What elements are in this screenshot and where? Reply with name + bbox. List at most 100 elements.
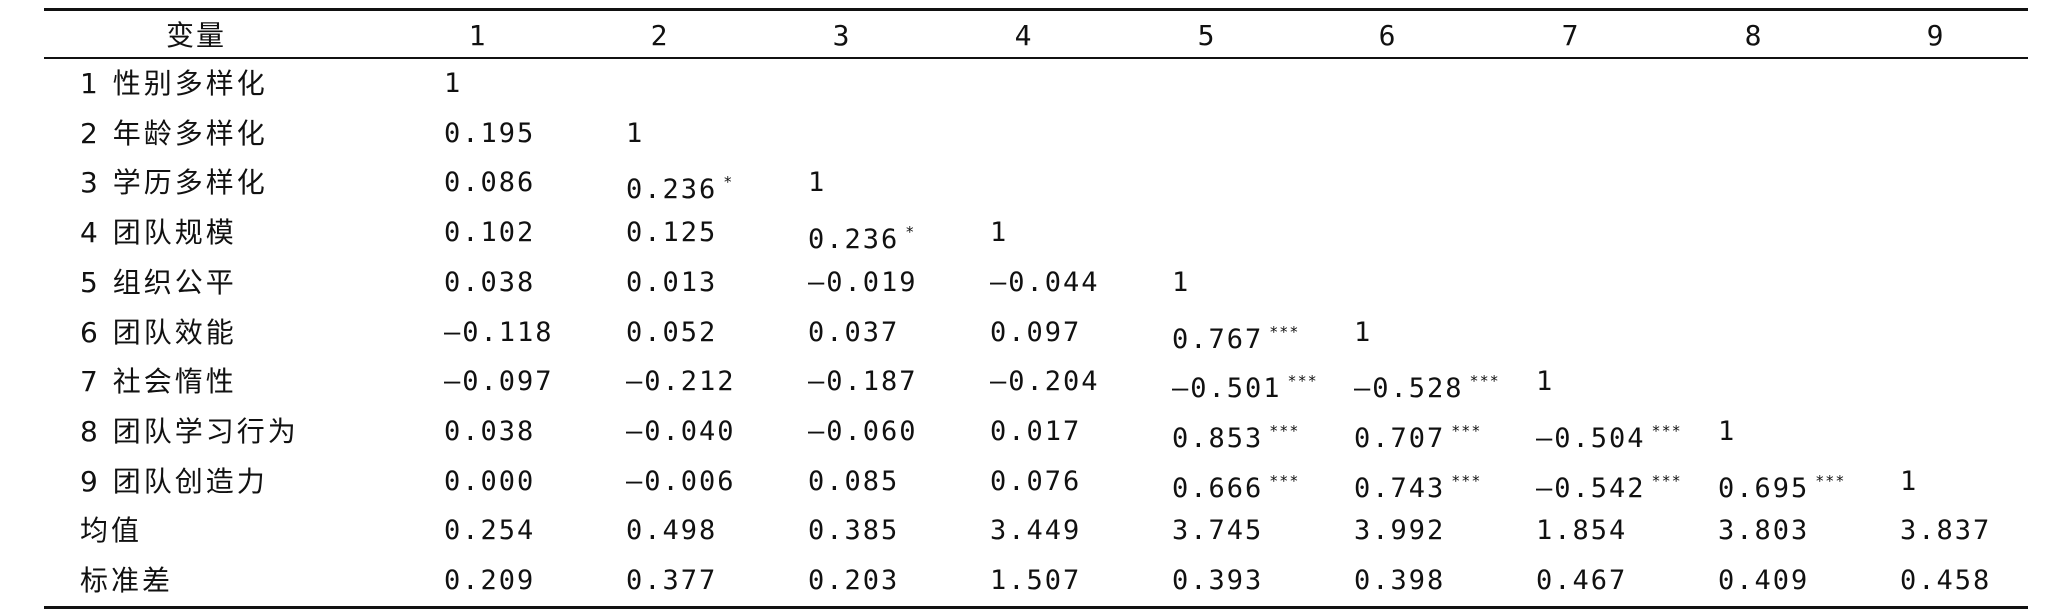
table-cell: —0.044 <box>990 258 1100 307</box>
cell-value: —0.118 <box>444 316 554 348</box>
cell-value: —0.204 <box>990 366 1100 398</box>
cell-value: 0.038 <box>444 415 536 447</box>
cell-value: 0.195 <box>444 117 536 149</box>
table-cell: 1 <box>1900 457 1918 506</box>
table-cell: 0.203 <box>808 556 899 605</box>
table-row: 6 团队效能 —0.118 0.052 0.037 0.097 0.767 *** 1 <box>44 308 2028 357</box>
table-cell: 0.666 *** <box>1172 457 1299 506</box>
cell-value: 1 <box>1536 366 1555 398</box>
cell-value: —0.528 <box>1354 373 1464 405</box>
cell-value: 0.467 <box>1536 565 1628 596</box>
table-row: 3 学历多样化 0.086 0.236 * 1 <box>44 158 2028 207</box>
column-header-8: 8 <box>1744 19 1764 52</box>
table-cell: 0.037 <box>808 308 899 357</box>
significance-marker: *** <box>1287 372 1318 391</box>
table-cell: 1 <box>1172 258 1190 307</box>
cell-value: 0.086 <box>444 167 536 199</box>
table-top-rule <box>44 8 2028 11</box>
table-cell: —0.187 <box>808 357 918 406</box>
table-cell: 1.854 <box>1536 506 1627 555</box>
row-label: 8 团队学习行为 <box>80 414 299 448</box>
cell-value: 0.666 <box>1172 472 1264 504</box>
table-cell: 0.743 *** <box>1354 457 1481 506</box>
row-label: 标准差 <box>80 564 174 597</box>
cell-value: 0.743 <box>1354 472 1446 504</box>
cell-value: 3.449 <box>990 515 1082 547</box>
significance-marker: *** <box>1269 322 1300 341</box>
table-cell: 0.086 <box>444 158 535 207</box>
cell-value: —0.006 <box>626 465 736 497</box>
cell-value: 0.013 <box>626 266 718 298</box>
table-cell: —0.097 <box>444 357 554 406</box>
table-cell: —0.006 <box>626 457 736 506</box>
cell-value: 1 <box>626 117 645 149</box>
column-header-6: 6 <box>1378 19 1398 52</box>
table-cell: 0.467 <box>1536 556 1627 605</box>
cell-value: 3.745 <box>1172 515 1264 547</box>
column-header-3: 3 <box>832 19 852 52</box>
cell-value: 1 <box>808 167 827 199</box>
table-cell: —0.204 <box>990 357 1100 406</box>
table-row: 均值 0.254 0.498 0.385 3.449 3.745 3.992 1.854 3.8… <box>44 506 2028 555</box>
table-cell: 1 <box>626 109 644 158</box>
table-cell: 0.195 <box>444 109 535 158</box>
table-cell: 0.236 * <box>808 208 915 257</box>
row-label: 2 年龄多样化 <box>80 116 268 150</box>
cell-value: 0.393 <box>1172 565 1264 596</box>
row-label: 1 性别多样化 <box>80 67 268 100</box>
significance-marker: *** <box>1451 471 1482 490</box>
cell-value: 0.385 <box>808 515 900 547</box>
table-cell: —0.019 <box>808 258 918 307</box>
table-cell: 0.097 <box>990 308 1081 357</box>
table-row: 5 组织公平 0.038 0.013 —0.019 —0.044 1 <box>44 258 2028 307</box>
cell-value: 0.037 <box>808 316 900 348</box>
table-cell: 0.013 <box>626 258 717 307</box>
table-row: 2 年龄多样化 0.195 1 <box>44 109 2028 158</box>
table-cell: 0.254 <box>444 506 535 555</box>
table-cell: —0.040 <box>626 407 736 456</box>
cell-value: —0.501 <box>1172 373 1282 405</box>
significance-marker: *** <box>1815 471 1846 490</box>
table-cell: 0.085 <box>808 457 899 506</box>
table-cell: 0.076 <box>990 457 1081 506</box>
table-cell: —0.504 *** <box>1536 407 1682 456</box>
table-cell: 0.409 <box>1718 556 1809 605</box>
cell-value: 3.992 <box>1354 515 1446 547</box>
table-cell: —0.212 <box>626 357 736 406</box>
table-header-row: 变量 1 2 3 4 5 6 7 8 9 <box>44 11 2028 60</box>
table-cell: 1 <box>990 208 1008 257</box>
column-header-1: 1 <box>468 19 488 52</box>
cell-value: 0.695 <box>1718 472 1810 504</box>
row-label: 均值 <box>80 514 143 548</box>
cell-value: 0.000 <box>444 465 536 497</box>
cell-value: 0.409 <box>1718 565 1810 596</box>
cell-value: —0.044 <box>990 266 1100 298</box>
table-cell: 0.498 <box>626 506 717 555</box>
cell-value: 1.507 <box>990 565 1082 596</box>
cell-value: 0.097 <box>990 316 1082 348</box>
table-cell: 0.853 *** <box>1172 407 1299 456</box>
table-cell: 0.377 <box>626 556 717 605</box>
significance-marker: *** <box>1651 421 1682 440</box>
table-cell: 3.449 <box>990 506 1081 555</box>
significance-marker: * <box>905 223 916 242</box>
column-header-9: 9 <box>1926 19 1946 52</box>
table-row: 1 性别多样化 1 <box>44 59 2028 108</box>
table-cell: 0.236 * <box>626 158 733 207</box>
cell-value: 0.236 <box>626 174 718 206</box>
table-cell: 0.052 <box>626 308 717 357</box>
cell-value: —0.097 <box>444 366 554 398</box>
cell-value: —0.187 <box>808 366 918 398</box>
table-cell: 0.767 *** <box>1172 308 1299 357</box>
cell-value: 1 <box>1172 266 1191 298</box>
table-cell: 0.707 *** <box>1354 407 1481 456</box>
significance-marker: * <box>723 173 734 192</box>
table-cell: 3.803 <box>1718 506 1809 555</box>
cell-value: —0.212 <box>626 366 736 398</box>
table-cell: 3.837 <box>1900 506 1991 555</box>
table-cell: —0.501 *** <box>1172 357 1318 406</box>
table-cell: 1.507 <box>990 556 1081 605</box>
table-cell: —0.118 <box>444 308 554 357</box>
cell-value: —0.040 <box>626 415 736 447</box>
table-cell: —0.060 <box>808 407 918 456</box>
